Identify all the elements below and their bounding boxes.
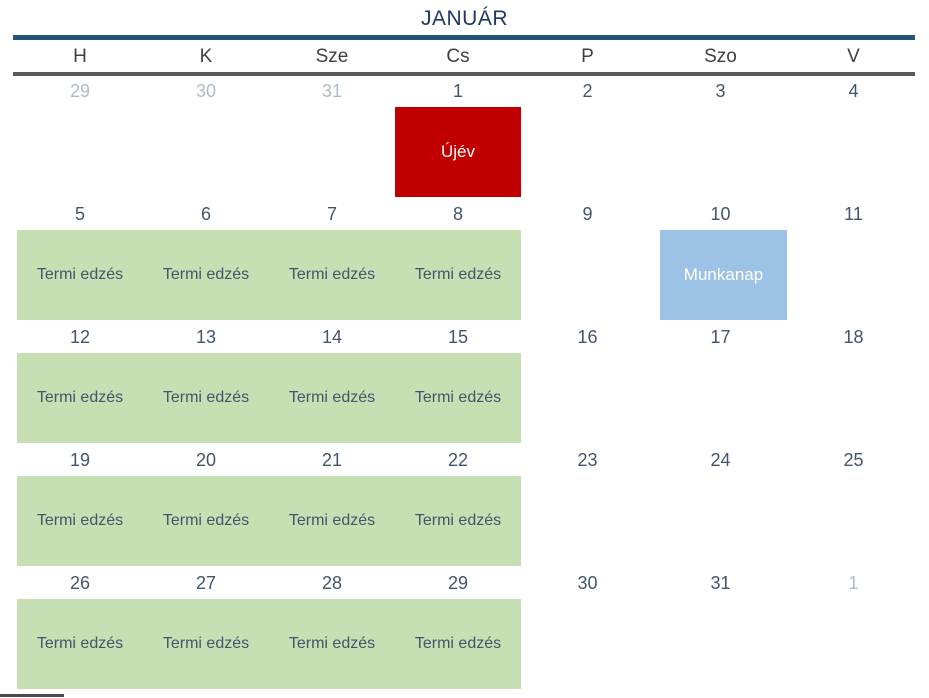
event-training-block[interactable]: Termi edzés Termi edzés Termi edzés Term…	[17, 476, 521, 566]
weekday-header-tuesday: K	[199, 45, 213, 67]
day-cell[interactable]: 16	[577, 327, 598, 347]
event-training-label: Termi edzés	[288, 389, 376, 406]
event-training-label: Termi edzés	[162, 389, 250, 406]
week-row-2: 5 6 7 8 9 10 11 Termi edzés Termi edzés …	[17, 199, 920, 322]
event-lane: Termi edzés Termi edzés Termi edzés Term…	[17, 599, 920, 689]
day-number-row: 5 6 7 8 9 10 11	[17, 199, 920, 230]
day-cell[interactable]: 28	[321, 573, 343, 593]
day-cell[interactable]: 1	[848, 573, 859, 593]
day-cell[interactable]: 23	[577, 450, 598, 470]
weekday-header-thursday: Cs	[446, 45, 470, 67]
day-cell[interactable]: 31	[710, 573, 731, 593]
day-cell[interactable]: 3	[715, 81, 726, 101]
day-cell[interactable]: 14	[321, 327, 343, 347]
day-cell[interactable]: 17	[710, 327, 731, 347]
event-training-label: Termi edzés	[288, 635, 376, 652]
week-row-4: 19 20 21 22 23 24 25 Termi edzés Termi e…	[17, 445, 920, 568]
day-cell[interactable]: 13	[195, 327, 217, 347]
day-cell[interactable]: 26	[69, 573, 91, 593]
day-cell[interactable]: 9	[582, 204, 593, 224]
day-cell[interactable]: 8	[452, 204, 463, 224]
event-training-label: Termi edzés	[36, 266, 124, 283]
weekday-header-friday: P	[581, 45, 594, 67]
day-cell[interactable]: 20	[195, 450, 217, 470]
event-lane: Újév	[17, 107, 920, 197]
event-training-label: Termi edzés	[36, 512, 124, 529]
event-training-label: Termi edzés	[36, 635, 124, 652]
day-cell[interactable]: 12	[69, 327, 91, 347]
event-training-block[interactable]: Termi edzés Termi edzés Termi edzés Term…	[17, 353, 521, 443]
event-training-block[interactable]: Termi edzés Termi edzés Termi edzés Term…	[17, 599, 521, 689]
day-cell[interactable]: 5	[74, 204, 85, 224]
event-training-block[interactable]: Termi edzés Termi edzés Termi edzés Term…	[17, 230, 521, 320]
bottom-border-stub	[0, 694, 64, 697]
day-number-row: 19 20 21 22 23 24 25	[17, 445, 920, 476]
event-training-label: Termi edzés	[162, 635, 250, 652]
day-number-row: 12 13 14 15 16 17 18	[17, 322, 920, 353]
day-cell[interactable]: 4	[848, 81, 859, 101]
event-training-label: Termi edzés	[36, 389, 124, 406]
day-cell[interactable]: 31	[321, 81, 343, 101]
weekday-header-rule	[13, 72, 915, 76]
day-cell[interactable]: 21	[321, 450, 343, 470]
event-training-label: Termi edzés	[162, 512, 250, 529]
week-row-5: 26 27 28 29 30 31 1 Termi edzés Termi ed…	[17, 568, 920, 691]
event-training-label: Termi edzés	[414, 266, 502, 283]
event-workday-munkanap[interactable]: Munkanap	[660, 230, 787, 320]
week-row-1: 29 30 31 1 2 3 4 Újév	[17, 76, 920, 199]
title-rule	[13, 35, 915, 40]
week-row-3: 12 13 14 15 16 17 18 Termi edzés Termi e…	[17, 322, 920, 445]
event-training-label: Termi edzés	[414, 635, 502, 652]
event-training-label: Termi edzés	[288, 512, 376, 529]
day-cell[interactable]: 24	[710, 450, 731, 470]
day-cell[interactable]: 10	[710, 204, 731, 224]
event-training-label: Termi edzés	[414, 389, 502, 406]
day-cell[interactable]: 25	[843, 450, 864, 470]
day-cell[interactable]: 30	[577, 573, 598, 593]
day-cell[interactable]: 22	[447, 450, 469, 470]
event-training-label: Termi edzés	[414, 512, 502, 529]
day-cell[interactable]: 18	[843, 327, 864, 347]
event-lane: Termi edzés Termi edzés Termi edzés Term…	[17, 476, 920, 566]
day-cell[interactable]: 1	[452, 81, 463, 101]
day-cell[interactable]: 15	[447, 327, 469, 347]
day-cell[interactable]: 6	[200, 204, 211, 224]
day-cell[interactable]: 29	[69, 81, 91, 101]
weekday-header-wednesday: Sze	[315, 45, 349, 67]
day-cell[interactable]: 30	[195, 81, 217, 101]
month-title: JANUÁR	[420, 7, 508, 30]
event-lane: Termi edzés Termi edzés Termi edzés Term…	[17, 353, 920, 443]
weekday-header-sunday: V	[847, 45, 860, 67]
day-cell[interactable]: 29	[447, 573, 469, 593]
day-cell[interactable]: 11	[844, 204, 863, 224]
day-cell[interactable]: 19	[69, 450, 91, 470]
event-training-label: Termi edzés	[288, 266, 376, 283]
day-cell[interactable]: 27	[195, 573, 217, 593]
event-lane: Termi edzés Termi edzés Termi edzés Term…	[17, 230, 920, 320]
event-holiday-ujev[interactable]: Újév	[395, 107, 521, 197]
day-number-row: 26 27 28 29 30 31 1	[17, 568, 920, 599]
weekday-header-saturday: Szo	[704, 45, 737, 67]
weekday-header-monday: H	[73, 45, 87, 67]
day-cell[interactable]: 7	[326, 204, 337, 224]
weekday-header-row: H K Sze Cs P Szo V	[17, 43, 920, 70]
event-training-label: Termi edzés	[162, 266, 250, 283]
day-cell[interactable]: 2	[582, 81, 593, 101]
day-number-row: 29 30 31 1 2 3 4	[17, 76, 920, 107]
